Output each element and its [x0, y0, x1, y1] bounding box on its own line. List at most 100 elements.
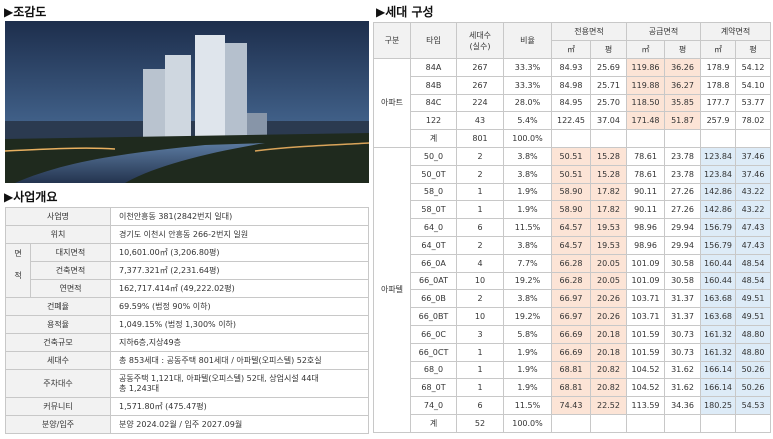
- cell: 43: [456, 111, 504, 131]
- cell: 801: [456, 129, 504, 148]
- header-row: 구분 타입 세대수 (실수) 비율 전용면적 공급면적 계약면적: [373, 22, 772, 59]
- cell: 50.26: [735, 360, 772, 380]
- cell: 48.54: [735, 271, 772, 291]
- cell: 20.05: [589, 253, 628, 273]
- cell: 20.82: [589, 378, 628, 398]
- cell: 84.98: [551, 75, 591, 95]
- cell: 66.69: [551, 324, 591, 344]
- cell: 66.97: [551, 307, 591, 326]
- row: 아파텔 50_0 2 3.8% 50.51 15.28 78.61 23.78 123.84 37…: [373, 146, 772, 433]
- value: 총 853세대 : 공동주택 801세대 / 아파텔(오피스텔) 52호실: [110, 351, 369, 370]
- cell: 119.86: [626, 58, 666, 77]
- cell: 15.28: [589, 146, 628, 166]
- header: 평: [735, 40, 772, 59]
- cell: 49.51: [735, 289, 772, 309]
- cell: 64_0: [410, 218, 457, 237]
- row: 66_0BT 10 19.2% 66.97 20.26 103.71 31.37 163.68…: [374, 307, 772, 326]
- label: 건축면적: [30, 261, 111, 280]
- cell: 50.26: [735, 378, 772, 398]
- cell: 52: [456, 413, 504, 433]
- row: 64_0T 2 3.8% 64.57 19.53 98.96 29.94 156.79 47.4…: [374, 235, 772, 255]
- cell: 19.2%: [503, 271, 552, 291]
- cell: 51.87: [664, 111, 702, 131]
- cell: 163.68: [700, 307, 737, 326]
- header: 전용면적: [550, 22, 628, 41]
- value: 1,571.80㎡ (475.47평): [110, 397, 369, 416]
- cell: 54.10: [735, 75, 772, 95]
- cell: 20.18: [589, 324, 628, 344]
- text-line: 10,601.00㎡ (3,206.80평): [119, 247, 220, 257]
- text: 면적: [13, 248, 23, 293]
- cell: 23.78: [664, 164, 702, 184]
- cell: 48.54: [735, 253, 772, 273]
- cell: 3.8%: [503, 289, 552, 309]
- cell: 166.14: [700, 378, 737, 398]
- row: 122 43 5.4% 122.45 37.04 171.48 51.87 257.9 78.0…: [374, 111, 772, 131]
- row: 50_0T 2 3.8% 50.51 15.28 78.61 23.78 123.84 37.4…: [374, 164, 772, 184]
- cell: 27.26: [664, 182, 702, 202]
- cell: 84A: [410, 58, 457, 77]
- cell: 66_0C: [410, 324, 457, 344]
- cell: 1.9%: [503, 342, 552, 362]
- header: ㎡: [626, 40, 666, 59]
- cell: 49.51: [735, 307, 772, 326]
- header-row: ㎡ 평 ㎡ 평 ㎡ 평: [374, 40, 772, 59]
- cell: 1: [456, 378, 504, 398]
- cell: 156.79: [700, 218, 737, 237]
- cell: 58_0: [410, 182, 457, 202]
- label: 주차대수: [5, 369, 111, 398]
- text-line: 총 853세대 : 공동주택 801세대 / 아파텔(오피스텔) 52호실: [119, 355, 322, 365]
- cell: 123.84: [700, 146, 737, 166]
- text-line: 1,049.15% (법정 1,300% 이하): [119, 319, 237, 329]
- cell: 66.28: [551, 271, 591, 291]
- cell: 74_0: [410, 396, 457, 415]
- cell: 20.26: [589, 289, 628, 309]
- text-line: 1,571.80㎡ (475.47평): [119, 401, 207, 411]
- cell: 1.9%: [503, 200, 552, 220]
- cell: 36.26: [664, 58, 702, 77]
- cell: 25.71: [589, 75, 628, 95]
- empty-cell: [589, 129, 628, 148]
- cell: 1: [456, 200, 504, 220]
- label: 연면적: [30, 279, 111, 298]
- section-label: 아파트: [373, 58, 411, 148]
- cell: 78.61: [626, 164, 666, 184]
- cell: 180.25: [700, 396, 737, 415]
- header: 공급면적: [626, 22, 702, 41]
- cell: 103.71: [626, 307, 666, 326]
- row: 주차대수 공동주택 1,121대, 아파텔(오피스텔) 52대, 상업시설 44대…: [5, 369, 369, 398]
- row: 위치 경기도 이천시 안흥동 266-2번지 일원: [5, 225, 369, 244]
- cell: 118.50: [626, 93, 666, 113]
- cell: 43.22: [735, 200, 772, 220]
- empty-cell: [700, 129, 737, 148]
- cell: 47.43: [735, 218, 772, 237]
- row: 66_0B 2 3.8% 66.97 20.26 103.71 31.37 163.68 49.…: [374, 289, 772, 309]
- cell: 66_0A: [410, 253, 457, 273]
- overview-table: 사업명 이천안흥동 381(2842번지 일대) 위치 경기도 이천시 안흥동 266…: [5, 207, 369, 434]
- cell: 142.86: [700, 200, 737, 220]
- cell: 68.81: [551, 378, 591, 398]
- value: 7,377.321㎡ (2,231.64평): [110, 261, 369, 280]
- value: 162,717.414㎡ (49,222.02평): [110, 279, 369, 298]
- cell: 37.46: [735, 164, 772, 184]
- header: 구분: [373, 22, 411, 59]
- cell: 31.37: [664, 307, 702, 326]
- cell: 계: [410, 413, 457, 433]
- cell: 64.57: [551, 218, 591, 237]
- cell: 17.82: [589, 182, 628, 202]
- row: 74_0 6 11.5% 74.43 22.52 113.59 34.36 180.25 54.…: [374, 396, 772, 415]
- row: 66_0A 4 7.7% 66.28 20.05 101.09 30.58 160.44 48.…: [374, 253, 772, 273]
- row: 용적율 1,049.15% (법정 1,300% 이하): [5, 315, 369, 334]
- cell: 84.95: [551, 93, 591, 113]
- cell: 58_0T: [410, 200, 457, 220]
- label: 커뮤니티: [5, 397, 111, 416]
- row: 사업명 이천안흥동 381(2842번지 일대): [5, 207, 369, 226]
- cell: 10: [456, 271, 504, 291]
- cell: 30.73: [664, 324, 702, 344]
- cell: 20.26: [589, 307, 628, 326]
- cell: 166.14: [700, 360, 737, 380]
- cell: 68_0: [410, 360, 457, 380]
- cell: 101.59: [626, 342, 666, 362]
- cell: 160.44: [700, 253, 737, 273]
- cell: 53.77: [735, 93, 772, 113]
